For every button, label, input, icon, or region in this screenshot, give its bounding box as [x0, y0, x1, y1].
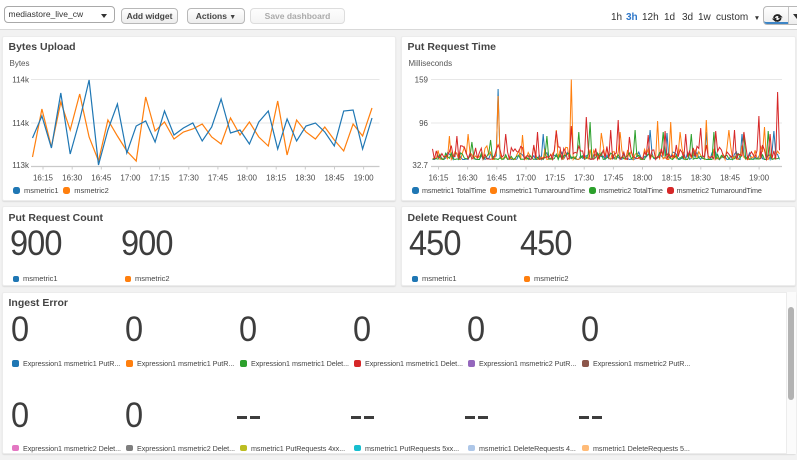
svg-text:32.7: 32.7 [412, 161, 428, 170]
svg-text:17:15: 17:15 [545, 174, 566, 183]
svg-text:18:45: 18:45 [720, 174, 741, 183]
svg-text:18:30: 18:30 [691, 174, 712, 183]
svg-text:16:15: 16:15 [33, 174, 54, 183]
svg-text:16:30: 16:30 [458, 174, 479, 183]
svg-text:114k: 114k [12, 119, 30, 128]
svg-text:17:15: 17:15 [150, 174, 171, 183]
svg-text:16:30: 16:30 [62, 174, 83, 183]
svg-text:113k: 113k [12, 161, 30, 170]
svg-text:18:15: 18:15 [266, 174, 287, 183]
svg-text:17:45: 17:45 [208, 174, 229, 183]
svg-text:18:15: 18:15 [662, 174, 683, 183]
svg-text:114k: 114k [12, 76, 30, 85]
svg-text:17:00: 17:00 [516, 174, 537, 183]
svg-text:17:00: 17:00 [120, 174, 141, 183]
svg-text:17:45: 17:45 [603, 174, 624, 183]
svg-text:18:00: 18:00 [237, 174, 258, 183]
svg-text:19:00: 19:00 [749, 174, 770, 183]
svg-text:19:00: 19:00 [354, 174, 375, 183]
svg-text:16:15: 16:15 [428, 174, 449, 183]
svg-text:16:45: 16:45 [91, 174, 112, 183]
svg-text:Bytes: Bytes [10, 59, 30, 68]
svg-text:18:00: 18:00 [632, 174, 653, 183]
svg-text:17:30: 17:30 [574, 174, 595, 183]
svg-text:96: 96 [419, 119, 428, 128]
svg-text:18:45: 18:45 [324, 174, 345, 183]
svg-text:Milliseconds: Milliseconds [409, 59, 453, 68]
svg-text:16:45: 16:45 [487, 174, 508, 183]
svg-text:159: 159 [415, 76, 429, 85]
svg-text:17:30: 17:30 [179, 174, 200, 183]
svg-text:18:30: 18:30 [295, 174, 316, 183]
